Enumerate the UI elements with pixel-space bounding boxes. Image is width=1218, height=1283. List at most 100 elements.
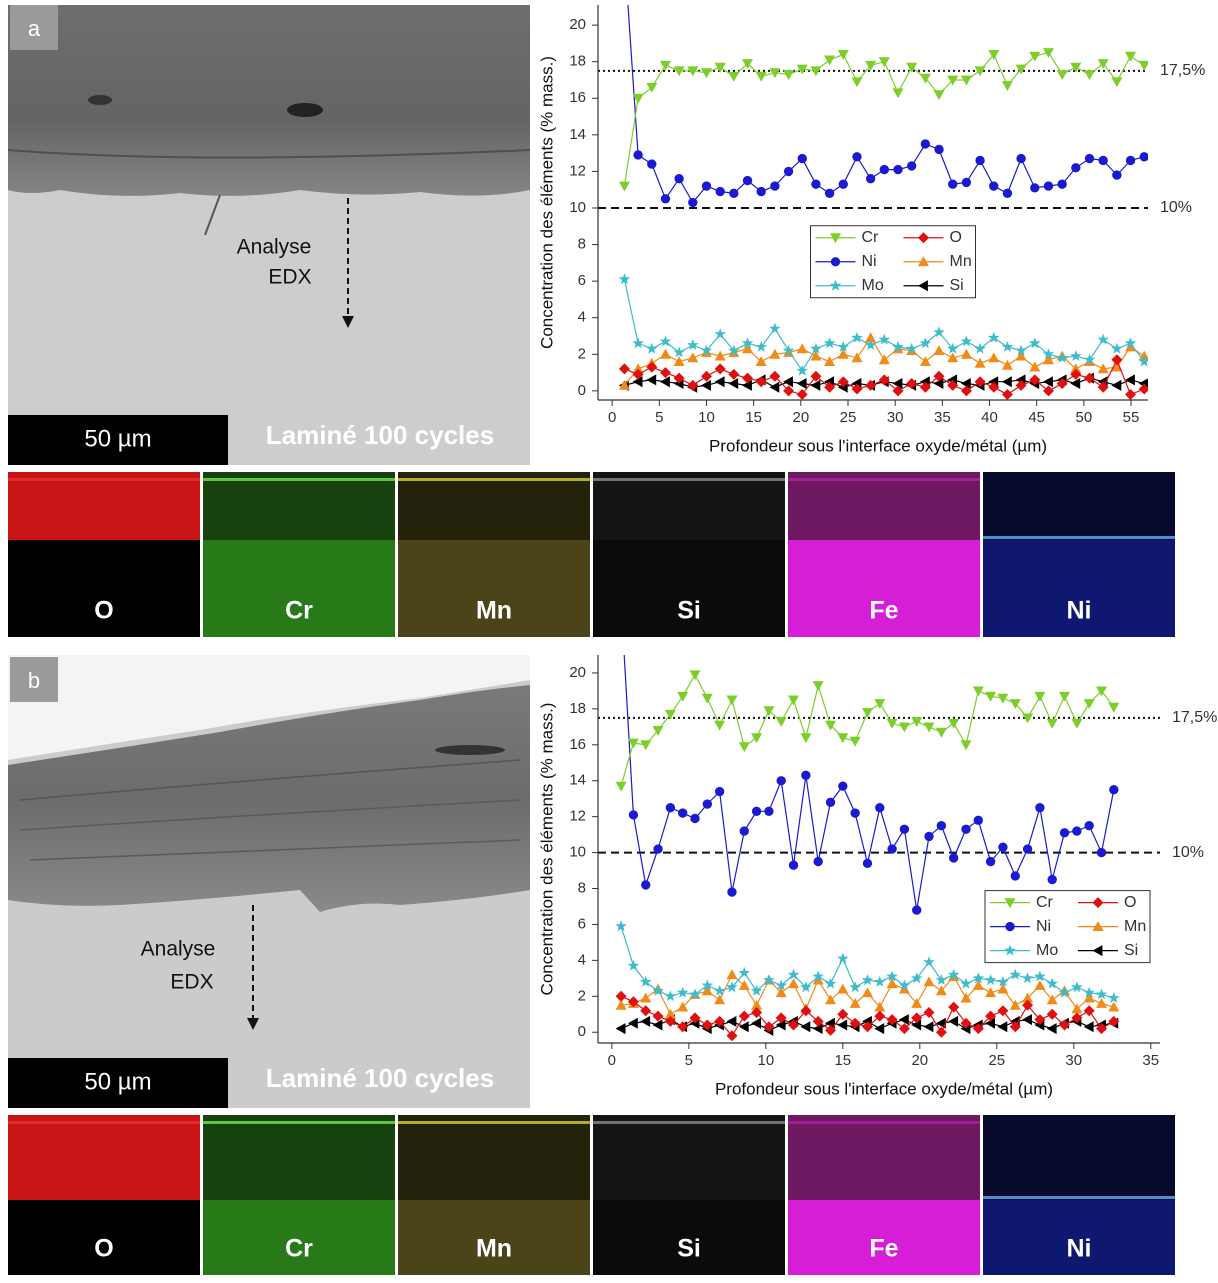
data-point	[800, 1021, 811, 1033]
legend-label: Cr	[1036, 894, 1054, 911]
data-point	[647, 159, 657, 169]
data-point	[911, 717, 923, 727]
data-point	[788, 695, 799, 706]
data-point	[728, 368, 740, 380]
data-point	[824, 977, 837, 989]
x-tick-label: 25	[988, 1052, 1005, 1069]
data-point	[837, 376, 849, 388]
data-point	[886, 718, 898, 729]
data-point	[701, 181, 712, 191]
data-point	[960, 385, 972, 397]
data-point	[1009, 699, 1021, 709]
data-point	[1043, 48, 1054, 58]
data-point	[742, 379, 752, 391]
data-point	[751, 1007, 763, 1018]
legend-marker	[830, 233, 841, 244]
data-point	[1084, 153, 1095, 164]
data-point	[673, 356, 685, 366]
data-point	[862, 1021, 873, 1033]
data-point	[1022, 844, 1033, 854]
data-point	[1057, 179, 1067, 189]
data-point	[615, 990, 627, 1002]
x-axis-title: Profondeur sous l'interface oxyde/métal …	[715, 1079, 1053, 1098]
data-point	[689, 670, 701, 681]
oxide-band	[398, 1115, 590, 1200]
data-point	[775, 717, 787, 727]
y-tick-label: 14	[569, 126, 586, 143]
data-point	[660, 194, 671, 204]
data-point	[947, 352, 959, 363]
data-point	[714, 720, 726, 731]
data-point	[812, 681, 824, 691]
data-point	[788, 1019, 799, 1031]
data-point	[1001, 359, 1013, 370]
data-point	[849, 981, 861, 993]
x-tick-label: 35	[934, 409, 951, 426]
data-point	[1108, 1015, 1120, 1027]
data-point	[823, 337, 836, 349]
data-point	[800, 1005, 812, 1017]
data-point	[676, 986, 689, 998]
data-point	[1095, 988, 1108, 1000]
data-point	[1111, 77, 1123, 88]
map-highlight	[788, 1121, 980, 1124]
x-tick-label: 0	[608, 409, 616, 426]
y-tick-label: 16	[569, 736, 586, 753]
data-point	[923, 976, 935, 987]
data-point	[783, 385, 795, 397]
series-group	[618, 5, 1148, 400]
map-label: Mn	[476, 597, 512, 625]
data-point	[1029, 374, 1041, 386]
x-tick-label: 50	[1076, 409, 1093, 426]
y-tick-label: 8	[578, 236, 586, 253]
data-point	[865, 60, 877, 71]
data-point	[892, 385, 904, 397]
y-tick-label: 4	[578, 951, 586, 968]
oxide-band	[593, 1115, 785, 1200]
data-point	[878, 374, 890, 386]
data-point	[824, 381, 836, 393]
data-point	[702, 799, 712, 809]
data-point	[782, 344, 795, 356]
data-point	[935, 974, 948, 985]
map-highlight	[593, 1121, 785, 1124]
data-point	[919, 381, 931, 393]
data-point	[1071, 163, 1081, 173]
data-point	[800, 981, 812, 993]
data-point	[919, 356, 931, 366]
data-point	[997, 975, 1009, 987]
data-point	[837, 952, 849, 964]
data-point	[783, 70, 795, 80]
data-point	[646, 361, 658, 373]
map-label: Cr	[285, 1235, 313, 1263]
data-point	[738, 1010, 750, 1022]
data-point	[674, 174, 684, 184]
data-point	[1046, 994, 1058, 1005]
data-point	[738, 742, 750, 753]
data-point	[989, 181, 999, 191]
data-point	[1043, 385, 1054, 397]
data-point	[874, 1001, 886, 1012]
data-point	[934, 144, 944, 155]
data-point	[1108, 702, 1120, 713]
data-point	[874, 1010, 886, 1022]
x-tick-label: 55	[1123, 409, 1140, 426]
data-point	[1016, 153, 1026, 164]
data-point	[852, 152, 862, 162]
data-point	[783, 166, 794, 177]
data-point	[886, 978, 898, 989]
legend: Cr Ni Mo O Mn Si	[810, 225, 976, 299]
data-point	[689, 1012, 701, 1024]
data-point	[947, 342, 959, 354]
data-point	[933, 370, 945, 382]
data-point	[1112, 170, 1122, 180]
data-point	[864, 339, 877, 350]
data-point	[701, 985, 713, 996]
oxide-band	[8, 472, 200, 540]
data-point	[824, 55, 836, 66]
data-point	[862, 708, 873, 718]
data-point	[825, 1024, 836, 1036]
legend-label: Ni	[1036, 918, 1051, 935]
data-point	[947, 968, 960, 980]
data-point	[627, 959, 640, 971]
